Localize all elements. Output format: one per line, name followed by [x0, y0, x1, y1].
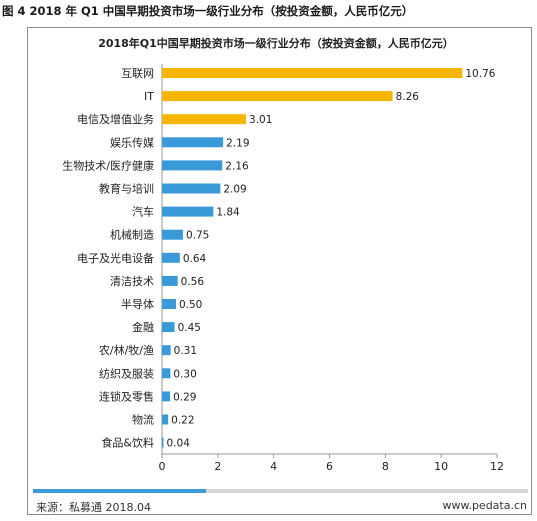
value-label: 0.31 [174, 345, 197, 357]
chart-frame [27, 27, 532, 515]
bar-10 [162, 299, 176, 309]
bar-7 [162, 229, 183, 240]
bar-13 [162, 368, 171, 379]
bar-14 [162, 391, 171, 402]
category-label: 食品&饮料 [101, 436, 154, 450]
category-label: 纺织及服装 [99, 366, 154, 380]
category-label: 半导体 [121, 297, 154, 311]
category-label: 机械制造 [110, 228, 154, 242]
x-tick-label: 10 [434, 460, 448, 473]
bar-15 [162, 414, 169, 425]
value-label: 1.84 [216, 207, 240, 219]
bar-5 [162, 183, 221, 194]
category-label: 物流 [132, 413, 154, 427]
x-tick-label: 6 [326, 460, 333, 473]
category-label: IT [144, 90, 154, 103]
value-label: 0.30 [173, 368, 196, 380]
bar-8 [162, 252, 180, 263]
site-url: www.pedata.cn [442, 499, 527, 512]
category-label: 农/林/牧/渔 [99, 343, 154, 357]
category-label: 娱乐传媒 [110, 135, 154, 149]
category-label: 电子及光电设备 [77, 251, 154, 265]
bar-9 [162, 275, 178, 286]
footer-progress-fill [33, 489, 207, 493]
footer-progress-track [33, 489, 528, 493]
value-label: 10.76 [465, 68, 495, 80]
value-label: 0.29 [173, 391, 196, 403]
x-tick-label: 4 [270, 460, 277, 473]
value-label: 0.22 [171, 415, 194, 427]
value-label: 2.16 [225, 160, 249, 172]
category-label: 金融 [132, 320, 154, 334]
bar-11 [162, 322, 175, 333]
x-tick-label: 12 [490, 460, 504, 473]
value-label: 2.09 [223, 184, 246, 196]
bar-2 [162, 114, 247, 125]
bar-1 [162, 91, 393, 102]
value-label: 0.64 [183, 253, 207, 265]
bar-6 [162, 206, 214, 217]
bar-0 [162, 68, 463, 78]
value-label: 0.45 [178, 322, 201, 334]
figure-caption: 图 4 2018 年 Q1 中国早期投资市场一级行业分布（按投资金额，人民币亿元… [2, 4, 414, 18]
x-tick-label: 8 [382, 460, 389, 473]
category-label: 教育与培训 [99, 182, 154, 196]
source-note: 来源：私募通 2018.04 [36, 501, 151, 514]
x-tick-label: 0 [159, 460, 166, 473]
category-label: 连锁及零售 [99, 389, 154, 403]
category-label: 汽车 [132, 205, 154, 219]
chart-title: 2018年Q1中国早期投资市场一级行业分布（按投资金额，人民币亿元） [98, 36, 454, 50]
value-label: 0.50 [179, 299, 202, 311]
value-label: 0.75 [186, 230, 209, 242]
bar-4 [162, 160, 223, 171]
category-label: 清洁技术 [110, 275, 154, 288]
category-label: 互联网 [121, 67, 154, 80]
x-tick-label: 2 [214, 460, 221, 473]
value-label: 0.56 [181, 276, 205, 288]
category-label: 电信及增值业务 [77, 112, 154, 126]
bar-12 [162, 345, 171, 356]
value-label: 3.01 [249, 114, 272, 126]
category-label: 生物技术/医疗健康 [62, 158, 154, 172]
bar-3 [162, 137, 224, 148]
value-label: 8.26 [396, 91, 420, 103]
bar-16 [162, 437, 164, 448]
value-label: 2.19 [226, 137, 249, 149]
value-label: 0.04 [167, 438, 191, 450]
